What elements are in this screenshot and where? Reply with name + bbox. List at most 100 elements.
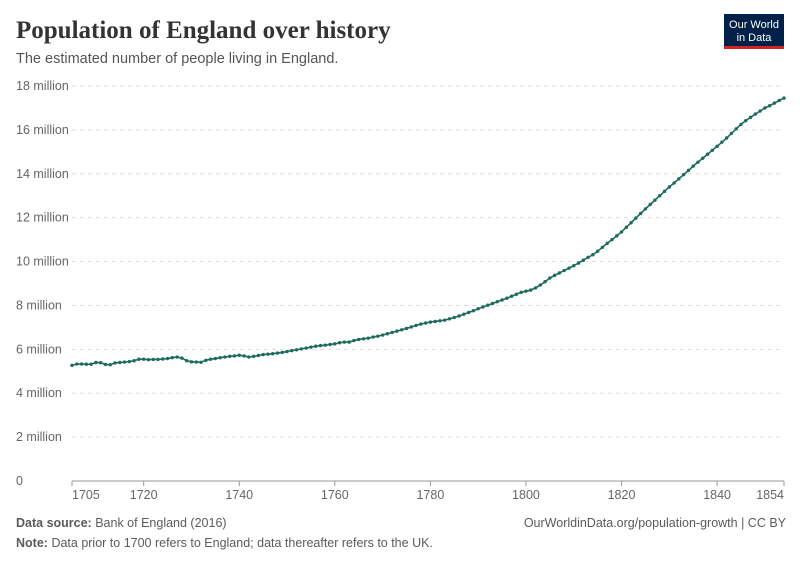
point (543, 280, 547, 284)
x-tick-label: 1705 (72, 488, 100, 502)
point (758, 109, 762, 113)
point (141, 357, 146, 361)
point (400, 328, 404, 332)
point (127, 359, 132, 364)
point (653, 198, 657, 202)
point (314, 344, 318, 348)
point (638, 211, 643, 216)
point (294, 348, 299, 352)
point (103, 362, 108, 367)
point (772, 101, 777, 105)
point (615, 234, 619, 238)
point (701, 156, 705, 160)
point (194, 360, 198, 364)
point (514, 292, 519, 296)
link[interactable]: OurWorldinData.org/population-growth | C… (524, 516, 787, 530)
point (347, 340, 351, 344)
y-tick-label: 14 million (16, 167, 69, 181)
point (352, 338, 356, 343)
point (285, 349, 289, 354)
point (280, 350, 284, 355)
point (309, 345, 313, 349)
point (648, 202, 652, 207)
point (466, 310, 471, 315)
point (572, 264, 576, 268)
x-tick-label: 1740 (225, 488, 253, 502)
point (744, 118, 748, 123)
point (376, 334, 380, 338)
point (242, 354, 246, 358)
point (151, 357, 155, 362)
x-tick-label: 1760 (321, 488, 349, 502)
source-label: Data source: (16, 516, 92, 530)
point (337, 341, 342, 345)
point (562, 268, 566, 273)
point (567, 266, 571, 270)
point (122, 360, 127, 364)
point (423, 321, 428, 325)
point (165, 356, 170, 361)
logo-bar (724, 46, 784, 49)
point (380, 333, 385, 337)
y-tick-label: 8 million (16, 298, 62, 312)
point (605, 241, 609, 246)
x-tick-label: 1720 (130, 488, 158, 502)
point (371, 335, 375, 339)
point (189, 360, 194, 364)
point (720, 140, 724, 144)
point (361, 337, 366, 341)
point (634, 216, 638, 220)
point (170, 355, 175, 360)
point (782, 96, 786, 100)
x-tick-label: 1854 (756, 488, 784, 502)
point (395, 329, 399, 333)
point (98, 361, 103, 365)
point (275, 351, 280, 355)
point (342, 340, 347, 344)
point (75, 362, 79, 366)
point (438, 319, 442, 323)
point (227, 354, 232, 359)
point (591, 253, 595, 257)
y-tick-label: 2 million (16, 430, 62, 444)
x-tick-label: 1780 (416, 488, 444, 502)
point (686, 168, 691, 173)
point (452, 315, 456, 320)
x-tick-label: 1820 (608, 488, 636, 502)
point (89, 362, 93, 366)
y-tick-label: 16 million (16, 123, 69, 137)
y-tick-label: 10 million (16, 255, 69, 269)
point (658, 194, 662, 198)
point (390, 330, 394, 335)
point (767, 104, 772, 108)
point (261, 352, 265, 357)
point (323, 343, 327, 347)
point (256, 353, 261, 358)
point (552, 273, 557, 278)
point (505, 296, 509, 300)
point (108, 362, 112, 367)
y-tick-label: 0 (16, 474, 23, 488)
point (576, 261, 581, 265)
point (132, 359, 136, 363)
point (619, 230, 624, 234)
point (705, 152, 710, 156)
point (409, 325, 413, 329)
line (71, 97, 785, 367)
point (70, 363, 74, 368)
source: Data source: Bank of England (2016) (16, 516, 227, 530)
point (681, 172, 686, 177)
logo[interactable]: Our World in Data (724, 14, 784, 49)
x-tick-label: 1840 (703, 488, 731, 502)
y-tick-label: 12 million (16, 211, 69, 225)
point (586, 255, 590, 260)
point (184, 359, 189, 363)
note-label: Note: (16, 536, 48, 550)
point (643, 207, 648, 211)
point (462, 312, 466, 316)
point (428, 320, 433, 324)
point (443, 318, 447, 322)
point (304, 346, 308, 350)
point (208, 357, 213, 361)
point (213, 356, 218, 361)
